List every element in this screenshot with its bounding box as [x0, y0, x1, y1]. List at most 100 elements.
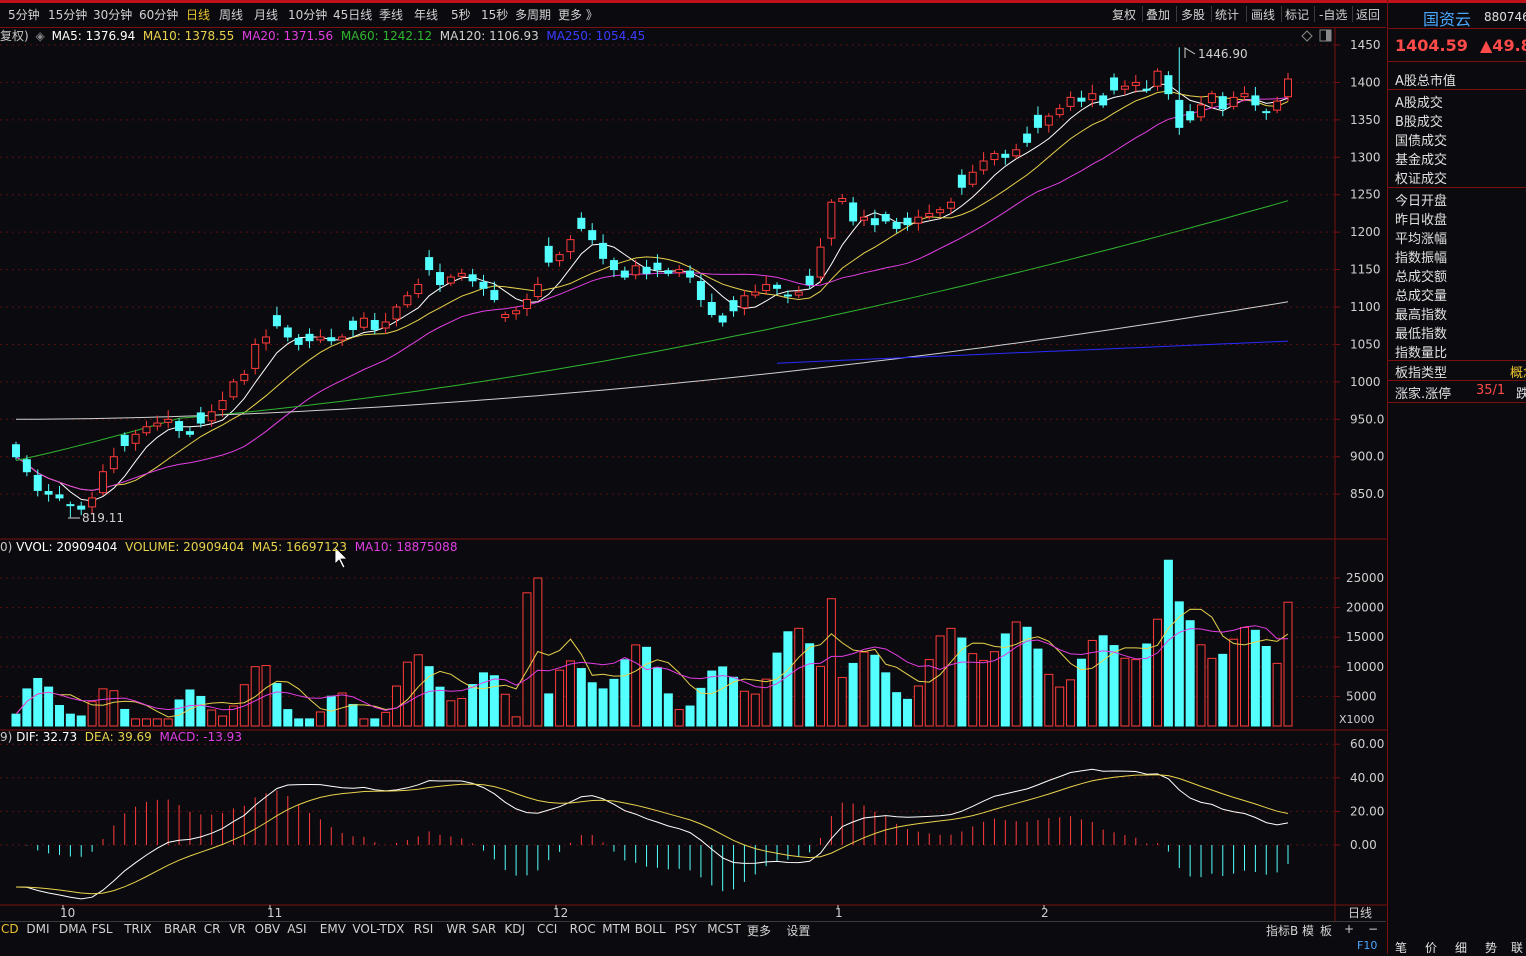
board-type: 板指类型 — [1395, 366, 1448, 381]
indicator-tab-obv[interactable]: OBV — [254, 922, 281, 936]
candle-body — [794, 291, 803, 296]
volume-bar — [718, 666, 728, 727]
indicator-tab-设置[interactable]: 设置 — [786, 924, 811, 938]
volume-bar — [609, 678, 619, 727]
volume-bar — [152, 718, 162, 727]
indicator-tab-dmi[interactable]: DMI — [26, 922, 50, 936]
tab-link[interactable]: 联 — [1511, 941, 1524, 955]
back-button[interactable]: 返回 — [1356, 8, 1381, 22]
tab-trend[interactable]: 势 — [1485, 941, 1498, 955]
indicator-tab-trix[interactable]: TRIX — [124, 922, 152, 936]
candle-body — [1207, 93, 1216, 104]
indicator-tab-kdj[interactable]: KDJ — [504, 922, 526, 936]
tab-monthly[interactable]: 月线 — [254, 8, 279, 22]
tab-yearly[interactable]: 年线 — [414, 8, 439, 22]
tab-trades[interactable]: 笔 — [1395, 941, 1408, 955]
multi-stock-button[interactable]: 多股 — [1181, 8, 1206, 22]
indicator-tab-vr[interactable]: VR — [229, 922, 246, 936]
candle-body — [903, 217, 912, 226]
tab-45day[interactable]: 45日线 — [333, 8, 373, 22]
zoom-in-button[interactable]: + — [1344, 922, 1355, 936]
candle-body — [1284, 78, 1292, 98]
volume-bar — [294, 718, 304, 727]
volume-bar — [22, 688, 32, 727]
f10-button[interactable]: F10 — [1357, 939, 1378, 952]
indicator-tab-brar[interactable]: BRAR — [164, 922, 197, 936]
indicator-tab-fsl[interactable]: FSL — [91, 922, 113, 936]
candle-body — [675, 269, 684, 274]
stock-code: 880746 — [1484, 10, 1526, 24]
indicator-tab-asi[interactable]: ASI — [287, 922, 307, 936]
volume-bar — [1000, 633, 1010, 727]
indicator-tab-mtm[interactable]: MTM — [602, 922, 631, 936]
indicator-tab-cci[interactable]: CCI — [537, 922, 558, 936]
tab-5sec[interactable]: 5秒 — [451, 8, 471, 22]
template-button[interactable]: 模 — [1302, 924, 1315, 938]
tab-multi-period[interactable]: 多周期 — [515, 8, 552, 22]
volume-tick-label: 10000 — [1346, 660, 1384, 674]
macd-tick-label: 0.00 — [1350, 838, 1377, 852]
candle-body — [88, 497, 97, 508]
candle-body — [109, 456, 118, 470]
indicator-b-button[interactable]: 指标B — [1266, 924, 1299, 938]
tab-10min[interactable]: 10分钟 — [288, 8, 328, 22]
tab-60min[interactable]: 60分钟 — [139, 8, 179, 22]
tab-weekly[interactable]: 周线 — [219, 8, 244, 22]
candle-body — [349, 320, 358, 330]
tab-5min[interactable]: 5分钟 — [8, 8, 40, 22]
volume-bar — [478, 672, 488, 727]
indicator-tab-dma[interactable]: DMA — [59, 922, 87, 936]
indicator-tab-rsi[interactable]: RSI — [413, 922, 434, 936]
indicator-tab-更多[interactable]: 更多 — [747, 924, 772, 938]
macd-legend: 9) DIF: 32.73 DEA: 39.69 MACD: -13.93 — [0, 730, 242, 744]
indicator-tab-cr[interactable]: CR — [203, 922, 221, 936]
tab-daily[interactable]: 日线 — [186, 8, 211, 22]
draw-line-button[interactable]: 画线 — [1251, 8, 1276, 22]
volume-bar — [1153, 618, 1163, 727]
indicator-tab-vol-tdx[interactable]: VOL-TDX — [352, 922, 405, 936]
tab-15sec[interactable]: 15秒 — [481, 8, 509, 22]
volume-tick-label: 15000 — [1346, 630, 1384, 644]
indicator-tab-psy[interactable]: PSY — [674, 922, 697, 936]
window-icon[interactable] — [1319, 29, 1332, 42]
tab-30min[interactable]: 30分钟 — [93, 8, 133, 22]
indicator-tab-mcst[interactable]: MCST — [707, 922, 741, 936]
overlay-button[interactable]: 叠加 — [1146, 8, 1171, 22]
period-label: 日线 — [1348, 906, 1372, 920]
toggle-icon[interactable]: ◈ — [35, 29, 45, 43]
candle-body — [414, 284, 423, 295]
macd-tick-label: 40.00 — [1350, 771, 1384, 785]
tab-price[interactable]: 价 — [1425, 941, 1438, 955]
indicator-tab-roc[interactable]: ROC — [569, 922, 596, 936]
candle-body — [327, 337, 336, 342]
stats-button[interactable]: 统计 — [1215, 8, 1240, 22]
tab-15min[interactable]: 15分钟 — [48, 8, 88, 22]
price-tick-label: 850.0 — [1350, 487, 1384, 501]
candle-body — [566, 239, 575, 253]
candle-body — [653, 262, 662, 271]
zoom-out-button[interactable]: − — [1368, 922, 1379, 936]
indicator-tab-cd[interactable]: CD — [1, 922, 19, 936]
tab-more[interactable]: 更多 》 — [558, 8, 598, 22]
diamond-icon[interactable] — [1301, 30, 1313, 42]
volume-bar — [305, 718, 315, 727]
divider — [1388, 28, 1526, 29]
adjust-button[interactable]: 复权 — [1112, 8, 1137, 22]
indicator-tab-boll[interactable]: BOLL — [634, 922, 666, 936]
volume-bar — [772, 652, 782, 727]
kline-chart[interactable]: 1450 1400 1350 1300 1250 1200 1150 1100 1050 1000… — [0, 28, 1387, 921]
today-open: 今日开盘 — [1395, 194, 1448, 209]
watchlist-button[interactable]: -自选 — [1319, 8, 1348, 22]
volume-bar — [272, 683, 282, 727]
indicator-tabs — [0, 921, 1386, 939]
board-button[interactable]: 板 — [1320, 924, 1333, 938]
rise-limit: 涨家.涨停 — [1395, 387, 1452, 402]
volume-bar — [1174, 601, 1184, 727]
indicator-tab-wr[interactable]: WR — [446, 922, 467, 936]
stock-name[interactable]: 国资云 — [1423, 10, 1472, 29]
indicator-tab-emv[interactable]: EMV — [319, 922, 346, 936]
indicator-tab-sar[interactable]: SAR — [471, 922, 497, 936]
mark-button[interactable]: 标记 — [1285, 8, 1310, 22]
tab-quarterly[interactable]: 季线 — [379, 8, 404, 22]
tab-detail[interactable]: 细 — [1455, 941, 1468, 955]
